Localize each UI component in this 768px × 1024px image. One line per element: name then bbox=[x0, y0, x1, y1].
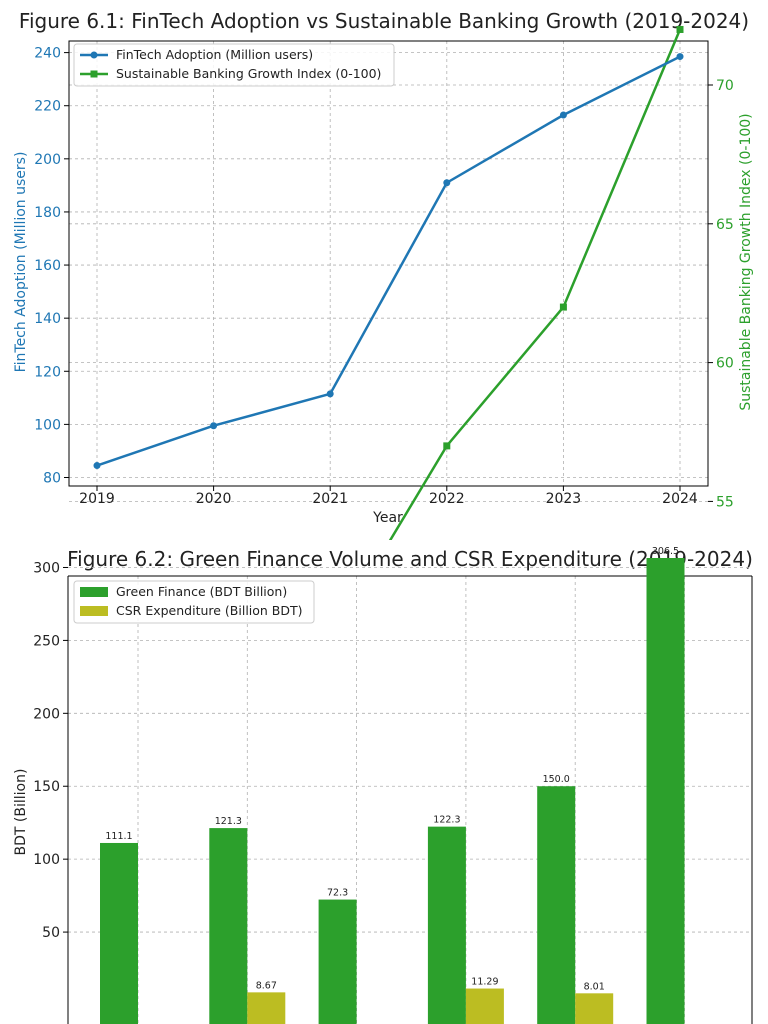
y-tick-label: 180 bbox=[34, 205, 61, 221]
y-tick-label: 200 bbox=[33, 706, 60, 722]
x-axis-label: Year bbox=[372, 510, 403, 526]
x-tick-label: 2024 bbox=[662, 491, 698, 507]
x-tick-label: 2023 bbox=[546, 491, 582, 507]
legend-box bbox=[73, 43, 395, 87]
y-right-axis-label: Sustainable Banking Growth Index (0-100) bbox=[738, 113, 754, 410]
data-label-green-finance: 72.3 bbox=[327, 888, 348, 899]
data-point-sustainable-banking bbox=[559, 303, 567, 311]
legend-box bbox=[73, 580, 315, 624]
y-tick-label: 250 bbox=[33, 633, 60, 649]
y-tick-label: 100 bbox=[33, 852, 60, 868]
data-point-fintech bbox=[93, 462, 101, 470]
y-tick-label: 120 bbox=[34, 364, 61, 380]
data-point-fintech bbox=[676, 53, 684, 61]
data-point-sustainable-banking bbox=[676, 25, 684, 33]
bar-green-finance bbox=[537, 786, 576, 1024]
legend-label-csr-expenditure: CSR Expenditure (Billion BDT) bbox=[116, 603, 303, 618]
y-axis-label: BDT (Billion) bbox=[13, 769, 29, 856]
y-tick-label: 50 bbox=[42, 925, 60, 941]
legend-swatch-green-finance bbox=[80, 587, 108, 597]
legend-marker-sustainable-banking bbox=[90, 70, 98, 78]
data-label-green-finance: 111.1 bbox=[105, 831, 132, 842]
legend-label-fintech: FinTech Adoption (Million users) bbox=[116, 47, 313, 62]
bar-green-finance bbox=[646, 558, 685, 1024]
y-tick-label: 80 bbox=[43, 471, 61, 487]
y-right-tick-label: 70 bbox=[716, 78, 734, 94]
bar-green-finance bbox=[427, 826, 466, 1024]
bar-green-finance bbox=[209, 828, 248, 1024]
x-tick-label: 2021 bbox=[312, 491, 348, 507]
y-tick-label: 140 bbox=[34, 311, 61, 327]
series-line-fintech bbox=[96, 55, 681, 467]
data-point-sustainable-banking bbox=[443, 442, 451, 450]
data-label-csr-expenditure: 8.67 bbox=[256, 980, 277, 991]
bar-csr-expenditure bbox=[575, 993, 614, 1024]
legend: FinTech Adoption (Million users) Sustaina… bbox=[73, 43, 395, 87]
legend-marker-fintech bbox=[90, 51, 98, 59]
data-point-fintech bbox=[210, 422, 218, 430]
bar-csr-expenditure bbox=[247, 992, 286, 1024]
data-label-green-finance: 150.0 bbox=[543, 774, 570, 785]
y-tick-label: 100 bbox=[34, 417, 61, 433]
data-point-fintech bbox=[559, 111, 567, 119]
y-right-tick-label: 55 bbox=[716, 494, 734, 510]
fintech-vs-sustainable-banking-chart: Figure 6.1: FinTech Adoption vs Sustaina… bbox=[13, 9, 754, 540]
y-tick-label: 240 bbox=[34, 46, 61, 62]
legend-swatch-csr-expenditure bbox=[80, 606, 108, 616]
chart-title: Figure 6.1: FinTech Adoption vs Sustaina… bbox=[19, 9, 749, 33]
green-finance-csr-chart: Figure 6.2: Green Finance Volume and CSR… bbox=[13, 546, 753, 1024]
y-tick-label: 200 bbox=[34, 152, 61, 168]
plot-frame bbox=[68, 40, 709, 487]
y-tick-label: 160 bbox=[34, 258, 61, 274]
data-label-csr-expenditure: 11.29 bbox=[471, 977, 498, 988]
x-tick-label: 2020 bbox=[196, 491, 232, 507]
y-tick-label: 300 bbox=[33, 560, 60, 576]
data-label-green-finance: 121.3 bbox=[215, 816, 242, 827]
chart-title: Figure 6.2: Green Finance Volume and CSR… bbox=[67, 547, 753, 571]
x-tick-label: 2019 bbox=[79, 491, 115, 507]
y-right-tick-label: 65 bbox=[716, 217, 734, 233]
legend: Green Finance (BDT Billion) CSR Expenditu… bbox=[73, 580, 315, 624]
legend-label-sustainable-banking: Sustainable Banking Growth Index (0-100) bbox=[116, 66, 381, 81]
series-line-sustainable-banking bbox=[388, 28, 682, 540]
data-label-green-finance: 306.5 bbox=[652, 546, 679, 557]
legend-label-green-finance: Green Finance (BDT Billion) bbox=[116, 584, 287, 599]
y-tick-label: 220 bbox=[34, 99, 61, 115]
x-tick-label: 2022 bbox=[429, 491, 465, 507]
data-label-green-finance: 122.3 bbox=[433, 815, 460, 826]
y-tick-label: 150 bbox=[33, 779, 60, 795]
bar-green-finance bbox=[100, 842, 138, 1024]
y-right-tick-label: 60 bbox=[716, 356, 734, 372]
bar-green-finance bbox=[318, 899, 357, 1024]
data-point-fintech bbox=[443, 179, 451, 187]
y-axis-label: FinTech Adoption (Million users) bbox=[13, 152, 29, 373]
bar-csr-expenditure bbox=[465, 988, 504, 1024]
data-label-csr-expenditure: 8.01 bbox=[584, 981, 605, 992]
data-point-fintech bbox=[326, 390, 334, 398]
